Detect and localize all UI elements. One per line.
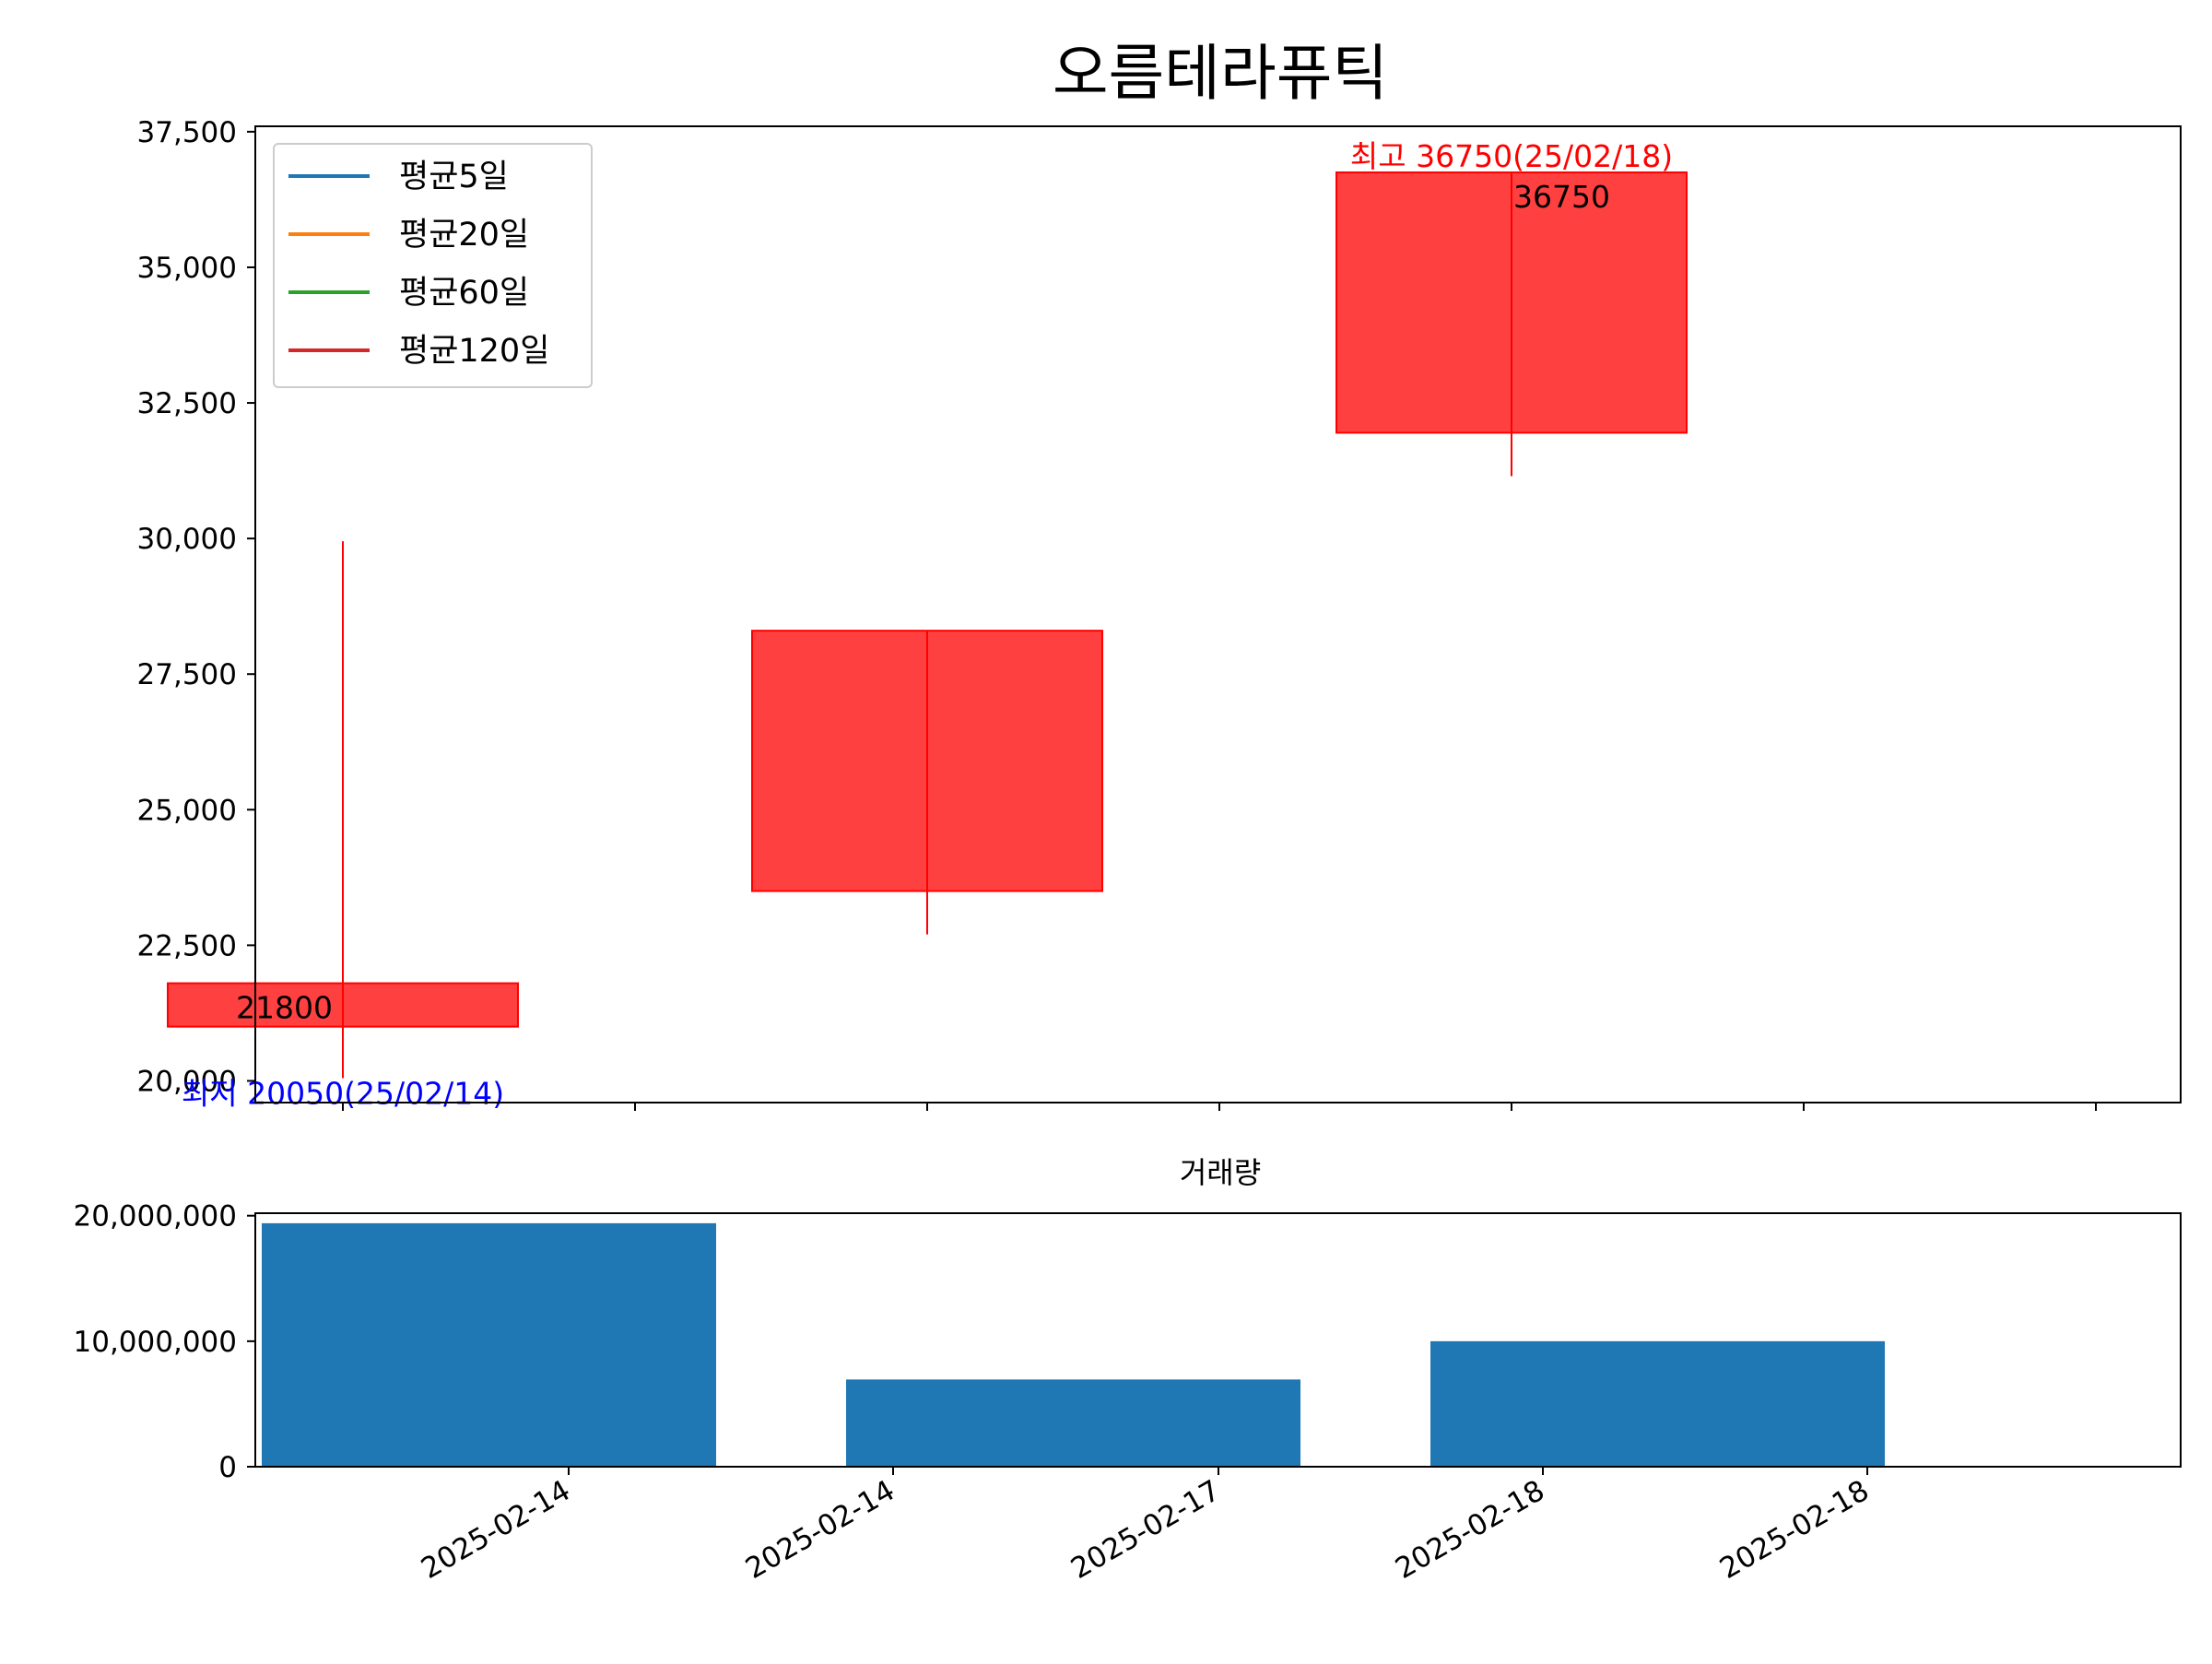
volume-xtick-label-4: 2025-02-18 [1714, 1474, 1875, 1586]
volume-bar-1 [846, 1379, 1300, 1467]
legend-label-0: 평균5일 [399, 159, 509, 195]
price-plot-frame [254, 125, 2182, 1103]
legend-label-1: 평균20일 [399, 217, 529, 254]
legend-label-3: 평균120일 [399, 333, 549, 370]
volume-ytick-label-2: 20,000,000 [74, 1200, 238, 1233]
volume-xtick-label-0: 2025-02-14 [416, 1474, 576, 1586]
legend-box [273, 143, 593, 388]
price-ytick-label-0: 20,000 [137, 1065, 237, 1098]
volume-bar-0 [262, 1222, 716, 1467]
annotation-high: 최고 36750(25/02/18) [1350, 138, 1673, 174]
volume-bar-2 [1430, 1340, 1885, 1467]
volume-xtick-label-1: 2025-02-14 [740, 1474, 900, 1586]
price-ytick-label-7: 37,500 [137, 116, 237, 149]
annotation-low: 최저 20050(25/02/14) [182, 1076, 504, 1112]
volume-xtick-label-2: 2025-02-17 [1065, 1474, 1226, 1586]
volume-panel-title: 거래량 [1180, 1155, 1261, 1190]
volume-xtick-label-3: 2025-02-18 [1390, 1474, 1550, 1586]
price-panel: 20,000 22,500 25,000 27,500 30,000 32,500 35,0… [137, 116, 2182, 1112]
volume-ytick-label-0: 0 [218, 1451, 237, 1484]
legend-label-2: 평균60일 [399, 275, 529, 312]
volume-plot-frame [254, 1212, 2182, 1468]
price-ytick-label-1: 22,500 [137, 929, 237, 962]
annotation-close-first: 21800 [236, 990, 333, 1026]
annotation-close-last: 36750 [1513, 179, 1610, 215]
volume-ytick-label-1: 10,000,000 [74, 1326, 238, 1359]
chart-title: 오름테라퓨틱 [1053, 38, 1388, 109]
price-ytick-label-4: 30,000 [137, 523, 237, 556]
volume-panel: 0 10,000,000 20,000,000 2025-02-14 2025-02-1… [74, 1200, 2182, 1586]
price-ytick-label-5: 32,500 [137, 387, 237, 420]
price-ytick-label-6: 35,000 [137, 252, 237, 285]
price-ytick-label-2: 25,000 [137, 794, 237, 827]
price-ytick-label-3: 27,500 [137, 658, 237, 691]
